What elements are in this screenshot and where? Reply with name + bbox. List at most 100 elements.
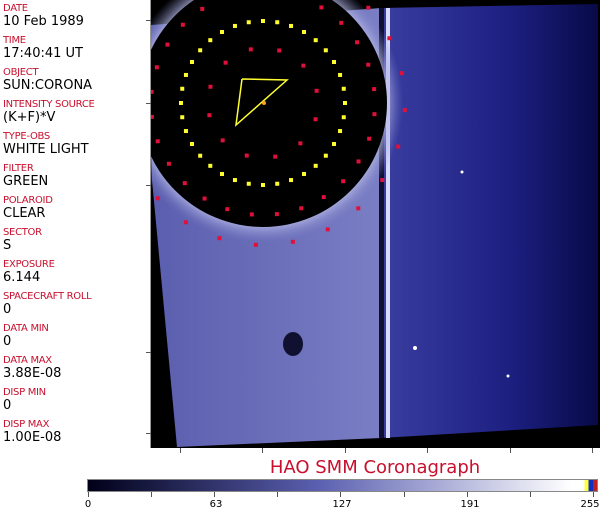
grid-marker — [225, 207, 230, 212]
grid-marker — [341, 86, 346, 91]
grid-marker — [275, 20, 280, 25]
field-label: EXPOSURE — [3, 259, 55, 270]
colorbar-tick — [403, 492, 405, 497]
grid-marker — [165, 42, 170, 47]
grid-marker — [332, 142, 337, 146]
field-label: INTENSITY SOURCE — [3, 99, 95, 110]
grid-marker — [396, 144, 401, 149]
field-value: 3.88E-08 — [3, 366, 62, 381]
field-label: SPACECRAFT ROLL — [3, 291, 92, 302]
grid-marker — [366, 5, 371, 10]
field-value: 1.00E-08 — [3, 430, 62, 445]
grid-marker — [321, 195, 326, 200]
grid-marker — [301, 63, 306, 68]
grid-marker — [183, 220, 188, 225]
grid-marker — [151, 89, 154, 94]
grid-marker — [387, 36, 392, 41]
dust-spot — [283, 332, 303, 356]
star — [413, 346, 417, 350]
grid-marker — [202, 196, 207, 201]
field-label: TIME — [3, 35, 26, 46]
colorbar-tick — [151, 492, 153, 497]
sun-center-marker — [262, 101, 266, 105]
field-label: SECTOR — [3, 227, 42, 238]
field-label: TYPE-OBS — [3, 131, 50, 142]
colorbar-tick — [88, 492, 89, 497]
axis-tick — [510, 448, 511, 453]
field-label: FILTER — [3, 163, 34, 174]
grid-marker — [154, 65, 159, 70]
grid-marker — [274, 212, 279, 217]
star — [506, 374, 510, 378]
grid-marker — [319, 5, 324, 10]
grid-marker — [244, 153, 249, 158]
field-value: CLEAR — [3, 206, 46, 221]
colorbar — [87, 479, 598, 492]
grid-marker — [166, 161, 171, 166]
panel-bright-edge — [386, 8, 390, 438]
grid-marker — [356, 206, 361, 211]
grid-marker — [253, 242, 258, 247]
grid-marker — [372, 112, 377, 117]
grid-marker — [208, 38, 213, 43]
grid-marker — [182, 181, 187, 186]
grid-marker — [232, 178, 237, 183]
grid-marker — [217, 236, 222, 241]
field-value: 10 Feb 1989 — [3, 14, 84, 29]
axis-tick — [146, 185, 151, 186]
grid-marker — [208, 84, 213, 89]
axis-tick — [146, 103, 151, 104]
grid-marker — [341, 115, 346, 120]
grid-marker — [290, 239, 295, 244]
grid-marker — [289, 23, 294, 28]
grid-marker — [289, 178, 294, 183]
field-value: 0 — [3, 302, 12, 317]
grid-marker — [338, 72, 343, 77]
grid-marker — [313, 38, 318, 43]
axis-tick — [262, 448, 263, 453]
grid-marker — [332, 60, 337, 64]
axis-tick — [180, 448, 181, 453]
field-label: DATA MIN — [3, 323, 49, 334]
panel-gap — [379, 8, 384, 438]
colorbar-tick-label: 255 — [580, 499, 600, 510]
grid-marker — [183, 129, 188, 134]
field-value: GREEN — [3, 174, 49, 189]
grid-marker — [355, 40, 360, 45]
star — [460, 170, 464, 174]
grid-marker — [155, 196, 160, 201]
field-value: WHITE LIGHT — [3, 142, 89, 157]
grid-marker — [248, 47, 253, 52]
axis-tick — [146, 433, 151, 434]
field-label: DISP MIN — [3, 387, 46, 398]
colorbar-tick — [277, 492, 279, 497]
colorbar-tick — [340, 492, 342, 497]
grid-marker — [299, 206, 304, 211]
grid-marker — [302, 29, 306, 34]
grid-marker — [183, 72, 188, 77]
grid-marker — [273, 154, 278, 159]
axis-tick — [146, 20, 151, 21]
grid-marker — [298, 141, 303, 146]
axis-tick — [592, 448, 593, 453]
colorbar-tick — [529, 492, 531, 497]
grid-marker — [249, 212, 254, 217]
coronagraph-image — [151, 0, 600, 448]
field-value: (K+F)*V — [3, 110, 56, 125]
sun-pointer-outline — [234, 78, 289, 127]
colorbar-tick — [592, 492, 594, 497]
grid-marker — [223, 60, 228, 65]
grid-marker — [208, 163, 213, 168]
field-value: 6.144 — [3, 270, 41, 285]
axis-tick — [146, 352, 151, 353]
grid-marker — [261, 183, 265, 187]
grid-marker — [402, 108, 407, 113]
field-label: DATE — [3, 3, 28, 14]
field-value: SUN:CORONA — [3, 78, 93, 93]
grid-marker — [341, 179, 346, 184]
colorbar-tick-label: 63 — [209, 499, 223, 510]
grid-marker — [220, 29, 224, 34]
grid-marker — [180, 22, 185, 27]
grid-marker — [246, 20, 251, 25]
colorbar-tick — [214, 492, 216, 497]
